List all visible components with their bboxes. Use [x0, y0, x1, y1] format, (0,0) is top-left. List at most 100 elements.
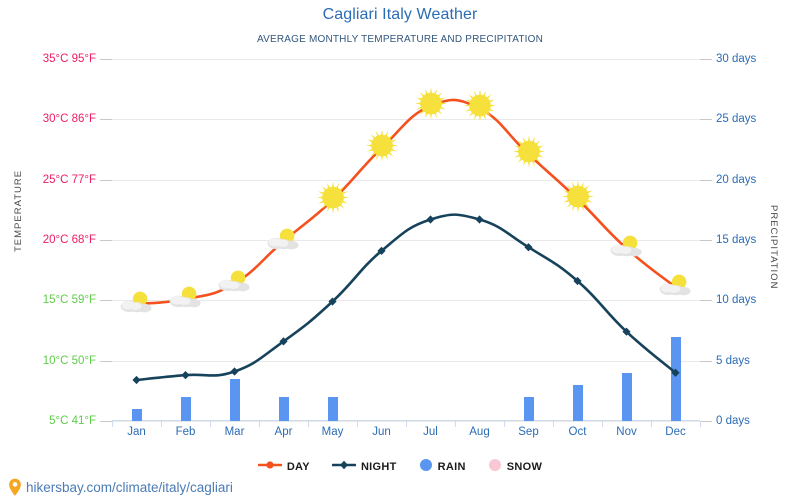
day-legend-marker-icon	[257, 459, 283, 474]
sunny-icon	[561, 179, 595, 218]
sunny-icon	[414, 87, 448, 126]
night-data-point	[475, 215, 484, 224]
tick-mark	[100, 240, 112, 241]
y-axis-right-tick-label: 25 days	[716, 113, 757, 126]
legend-item-day[interactable]: DAY	[257, 459, 310, 474]
night-data-point	[377, 246, 386, 255]
sunny-icon	[365, 129, 399, 168]
gridline	[112, 179, 700, 181]
partly-sunny-icon	[607, 234, 647, 264]
x-axis-tick-may: May	[321, 426, 344, 438]
rain-bar	[327, 396, 338, 421]
night-data-point	[181, 371, 190, 380]
partly-sunny-icon	[215, 269, 255, 299]
tick-mark	[700, 360, 712, 362]
night-data-point	[426, 215, 435, 224]
footer: hikersbay.com/climate/italy/cagliari	[8, 478, 233, 496]
rain-legend-marker-icon	[419, 458, 433, 475]
y-axis-right-tick-label: 15 days	[716, 234, 757, 246]
legend-item-snow[interactable]: SNOW	[488, 458, 542, 475]
night-data-point	[622, 327, 631, 336]
night-legend-marker-icon	[331, 459, 357, 474]
tick-mark	[100, 300, 112, 302]
gridline	[112, 240, 700, 241]
partly-sunny-icon	[656, 272, 696, 302]
legend-item-rain[interactable]: RAIN	[419, 458, 466, 475]
night-data-point	[132, 375, 141, 385]
tick-mark	[700, 421, 712, 422]
tick-mark	[700, 59, 712, 60]
rain-bar	[621, 372, 632, 421]
chart-legend: DAY NIGHT RAIN SNOW	[0, 458, 800, 475]
night-data-point	[279, 337, 288, 346]
x-axis-tick-feb: Feb	[175, 426, 196, 438]
night-data-point	[573, 276, 582, 286]
rain-bar	[131, 408, 142, 421]
night-data-point	[328, 297, 337, 306]
y-axis-left-tick-label: 35°C 95°F	[42, 53, 96, 65]
gridline	[112, 300, 700, 302]
tick-mark	[700, 240, 712, 241]
x-tick-mark	[210, 421, 211, 427]
sunny-icon	[512, 135, 546, 174]
rain-bar	[670, 336, 681, 421]
y-axis-right-tick-label: 0 days	[716, 415, 750, 427]
y-axis-right-tick-label: 20 days	[716, 173, 757, 186]
gridline	[112, 360, 700, 362]
tick-mark	[100, 119, 112, 121]
legend-label: SNOW	[506, 460, 543, 473]
x-tick-mark	[700, 421, 701, 427]
x-axis-tick-jun: Jun	[372, 426, 391, 438]
x-axis-tick-aug: Aug	[469, 426, 490, 438]
tick-mark	[100, 360, 112, 362]
x-tick-mark	[161, 421, 162, 427]
sunny-icon	[316, 181, 350, 220]
legend-label: RAIN	[437, 460, 466, 473]
x-tick-mark	[553, 421, 554, 427]
x-tick-mark	[406, 421, 407, 427]
tick-mark	[700, 300, 712, 302]
y-axis-left-tick-label: 30°C 86°F	[42, 113, 96, 126]
y-axis-left-tick-label: 25°C 77°F	[42, 173, 96, 186]
partly-sunny-icon	[117, 289, 157, 319]
tick-mark	[700, 119, 712, 121]
sunny-icon	[463, 89, 497, 128]
x-tick-mark	[308, 421, 309, 427]
gridline	[112, 59, 700, 60]
rain-bar	[229, 378, 240, 421]
x-axis-tick-apr: Apr	[274, 426, 293, 438]
x-tick-mark	[602, 421, 603, 427]
x-tick-mark	[455, 421, 456, 427]
rain-bar	[523, 396, 534, 421]
partly-sunny-icon	[166, 284, 206, 314]
footer-url: hikersbay.com/climate/italy/cagliari	[26, 479, 233, 495]
x-axis-tick-oct: Oct	[568, 426, 587, 438]
y-axis-right-tick-label: 10 days	[716, 294, 757, 307]
y-axis-left-tick-label: 20°C 68°F	[42, 234, 96, 246]
snow-legend-marker-icon	[488, 458, 502, 475]
x-tick-mark	[651, 421, 652, 427]
rain-bar	[572, 384, 583, 421]
tick-mark	[700, 179, 712, 181]
night-data-point	[524, 243, 533, 252]
x-axis-tick-nov: Nov	[616, 426, 637, 438]
legend-label: DAY	[286, 460, 310, 473]
night-data-point	[230, 367, 239, 376]
x-axis-tick-jan: Jan	[127, 426, 146, 438]
x-axis-tick-jul: Jul	[423, 426, 438, 438]
x-axis-tick-dec: Dec	[665, 426, 686, 438]
x-axis-line	[112, 420, 700, 421]
x-axis-tick-mar: Mar	[224, 426, 245, 438]
rain-bar	[180, 396, 191, 421]
night-data-point	[671, 368, 680, 377]
chart-subtitle: AVERAGE MONTHLY TEMPERATURE AND PRECIPIT…	[256, 34, 544, 45]
x-tick-mark	[357, 421, 358, 427]
page-title: Cagliari Italy Weather	[322, 6, 478, 23]
gridline	[112, 119, 700, 121]
legend-item-night[interactable]: NIGHT	[331, 459, 397, 474]
tick-mark	[100, 59, 112, 60]
rain-bar	[278, 396, 289, 421]
tick-mark	[100, 421, 112, 422]
